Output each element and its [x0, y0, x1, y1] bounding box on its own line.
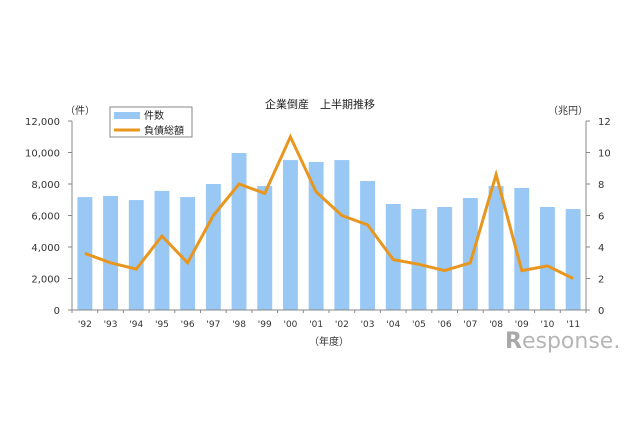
watermark-text: esponse. — [521, 329, 621, 354]
x-tick-label: '99 — [258, 320, 272, 330]
chart-title: 企業倒産 上半期推移 — [265, 97, 375, 111]
bar-08 — [488, 186, 504, 310]
bar-01 — [308, 161, 324, 310]
left-tick-label: 12,000 — [25, 117, 60, 128]
left-tick-label: 0 — [54, 306, 60, 317]
legend-label-debt: 負債総額 — [144, 124, 184, 137]
x-tick-label: '07 — [463, 320, 477, 330]
x-tick-label: '09 — [515, 320, 529, 330]
left-tick-label: 8,000 — [31, 180, 60, 191]
bar-06 — [437, 206, 453, 310]
x-tick-label: '97 — [206, 320, 220, 330]
x-tick-label: '96 — [181, 320, 195, 330]
debt-line — [84, 133, 574, 280]
bar-05 — [411, 209, 427, 310]
x-tick-label: '93 — [104, 320, 118, 330]
right-axis-unit: （兆円） — [548, 105, 588, 117]
left-tick-label: 2,000 — [31, 275, 60, 286]
bar-02 — [334, 160, 350, 310]
bar-07 — [462, 198, 478, 310]
right-tick-label: 2 — [598, 275, 604, 286]
bar-10 — [539, 206, 555, 310]
x-tick-label: '92 — [78, 320, 92, 330]
bar-04 — [385, 204, 401, 310]
x-tick-label: '11 — [566, 320, 580, 330]
x-tick-label: '94 — [129, 320, 143, 330]
bar-95 — [154, 190, 170, 310]
bar-03 — [360, 181, 376, 310]
x-tick-label: '03 — [361, 320, 375, 330]
right-tick-label: 4 — [598, 243, 604, 254]
legend-label-count: 件数 — [144, 109, 164, 122]
bar-98 — [231, 152, 247, 310]
x-tick-label: '10 — [540, 320, 554, 330]
bar-97 — [205, 184, 221, 310]
x-tick-label: '05 — [412, 320, 426, 330]
bar-09 — [514, 187, 530, 310]
left-axis-unit: （件） — [65, 105, 95, 117]
right-tick-label: 12 — [598, 117, 611, 128]
bar-93 — [103, 195, 119, 310]
right-tick-label: 8 — [598, 180, 604, 191]
right-tick-label: 0 — [598, 306, 604, 317]
x-tick-label: '98 — [232, 320, 246, 330]
x-tick-label: '04 — [386, 320, 400, 330]
bar-99 — [257, 186, 273, 310]
response-watermark: Response. — [505, 329, 620, 354]
bar-00 — [282, 160, 298, 310]
x-tick-label: '08 — [489, 320, 503, 330]
legend-swatch-count — [114, 112, 140, 119]
right-tick-label: 6 — [598, 212, 604, 223]
left-tick-label: 4,000 — [31, 243, 60, 254]
x-tick-label: '02 — [335, 320, 349, 330]
bar-94 — [128, 200, 144, 310]
watermark-logo-mark: R — [505, 329, 522, 354]
x-tick-label: '00 — [283, 320, 297, 330]
x-axis-label: （年度） — [309, 335, 349, 348]
bar-11 — [565, 209, 581, 310]
bar-96 — [180, 197, 196, 310]
x-tick-label: '95 — [155, 320, 169, 330]
left-tick-label: 10,000 — [25, 149, 60, 160]
left-tick-label: 6,000 — [31, 212, 60, 223]
right-tick-label: 10 — [598, 149, 611, 160]
x-tick-label: '06 — [438, 320, 452, 330]
x-tick-label: '01 — [309, 320, 323, 330]
